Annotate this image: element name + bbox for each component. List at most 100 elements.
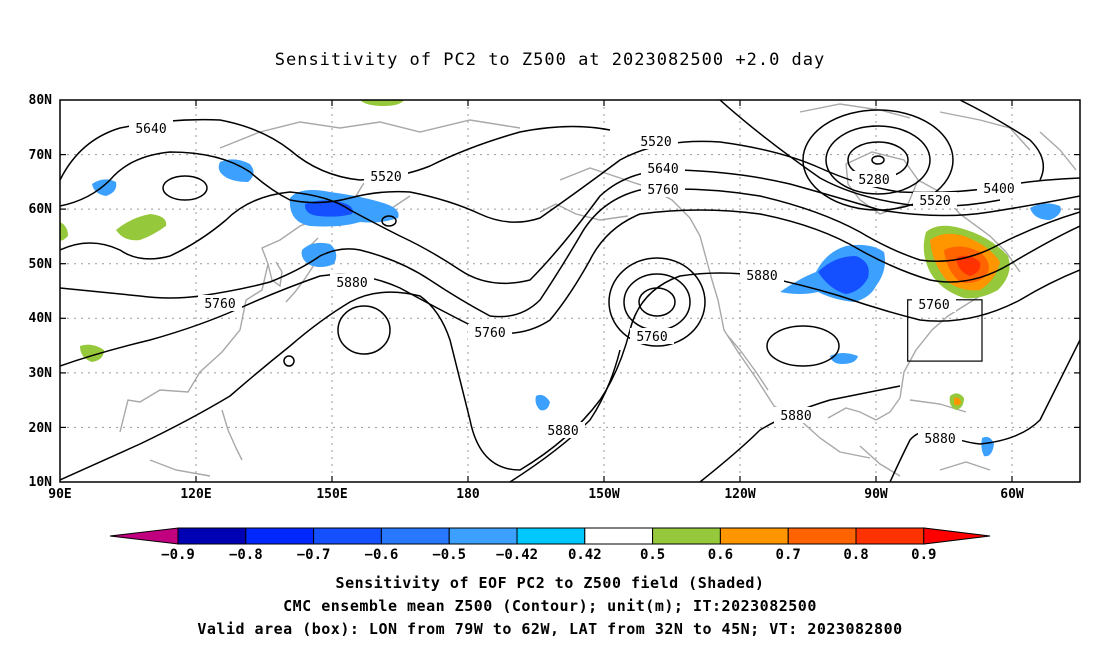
colorbar-swatch [380,527,450,545]
colorbar-label: 0.42 [568,547,602,563]
contour-labels: 5640 5520 5760 5880 5760 5520 5640 5760 … [129,120,1021,447]
lat-label: 60N [29,202,53,217]
colorbar-swatch [652,527,721,545]
contour-label: 5760 [468,324,512,341]
svg-text:5760: 5760 [647,183,678,198]
caption-line-2: CMC ensemble mean Z500 (Contour); unit(m… [283,597,817,615]
svg-text:5880: 5880 [746,269,777,284]
lon-label: 60W [1000,487,1024,502]
shade-negative-japan [301,242,337,267]
svg-text:5880: 5880 [336,276,367,291]
colorbar-swatch [855,527,925,545]
colorbar-high-triangle [923,527,991,545]
shade-positive-west [60,222,68,241]
colorbar-label: 0.7 [776,547,801,563]
lat-label: 80N [29,93,53,108]
shade-negative-gulf [830,353,858,364]
axis-ticks [60,100,1080,482]
shade-negative-caribbean [981,436,994,457]
contour-label: 5520 [634,133,678,150]
colorbar-swatch [245,527,315,545]
contour-label: 5760 [641,181,685,198]
caption-line-3: Valid area (box): LON from 79W to 62W, L… [197,620,903,638]
colorbar-low-triangle [109,527,179,545]
contour-label: 5760 [630,328,674,345]
colorbar-label: −0.6 [365,547,399,563]
colorbar-label: −0.7 [297,547,331,563]
lat-label: 70N [29,148,53,163]
svg-text:5760: 5760 [204,297,235,312]
longitude-labels: 90E 120E 150E 180 150W 120W 90W 60W [48,487,1024,502]
contour-label: 5400 [977,180,1021,197]
shade-positive-china [116,214,167,241]
contour-label: 5640 [129,120,173,137]
contour-label: 5880 [541,422,585,439]
shade-negative-atlantic [1030,203,1061,220]
lat-label: 20N [29,421,53,436]
shade-negative-great-lakes-core [818,256,869,294]
lat-label: 40N [29,311,53,326]
svg-text:5520: 5520 [370,170,401,185]
contour-label: 5880 [330,274,374,291]
colorbar [109,527,991,545]
svg-text:5880: 5880 [780,409,811,424]
lon-label: 150W [588,487,619,502]
colorbar-label: 0.9 [911,547,936,563]
lat-label: 30N [29,366,53,381]
contour-label: 5280 [852,171,896,188]
lat-label: 50N [29,257,53,272]
shade-negative-siberia [218,159,254,182]
contour-label: 5520 [364,168,408,185]
lon-label: 150E [316,487,347,502]
map-frame [59,99,1081,483]
latitude-labels: 80N 70N 60N 50N 40N 30N 20N 10N [29,93,53,490]
shade-positive-bermuda-core [954,397,961,406]
svg-text:5520: 5520 [919,194,950,209]
lon-label: 90E [48,487,71,502]
shade-negative-pacific-small [535,394,550,411]
shade-positive-newfoundland-core [956,255,981,276]
colorbar-swatch [584,527,654,545]
colorbar-swatch [516,527,586,545]
svg-text:5640: 5640 [135,122,166,137]
colorbar-swatch [313,527,382,545]
colorbar-label: 0.6 [708,547,733,563]
lon-label: 180 [456,487,480,502]
svg-text:5520: 5520 [640,135,671,150]
colorbar-swatch [719,527,789,545]
colorbar-swatch [787,527,857,545]
shade-negative-mongolia [92,179,117,196]
graticule [60,100,1080,482]
contour-label: 5880 [740,267,784,284]
colorbar-label: −0.42 [496,547,538,563]
lat-label: 10N [29,475,53,490]
lon-label: 90W [864,487,888,502]
lon-label: 120W [724,487,755,502]
contour-label: 5760 [912,296,956,313]
caption-line-1: Sensitivity of EOF PC2 to Z500 field (Sh… [335,574,765,592]
colorbar-label: 0.5 [640,547,665,563]
colorbar-label: −0.8 [229,547,263,563]
colorbar-swatch [177,527,247,545]
colorbar-label: 0.8 [843,547,868,563]
svg-text:5760: 5760 [636,330,667,345]
svg-text:5760: 5760 [918,298,949,313]
svg-text:5760: 5760 [474,326,505,341]
colorbar-labels: −0.9 −0.8 −0.7 −0.6 −0.5 −0.42 0.42 0.5 … [161,547,936,563]
contour-label: 5760 [198,295,242,312]
svg-text:5400: 5400 [983,182,1014,197]
colorbar-label: −0.5 [432,547,466,563]
svg-text:5280: 5280 [858,173,889,188]
lon-label: 120E [180,487,211,502]
colorbar-label: −0.9 [161,547,195,563]
svg-text:5880: 5880 [924,432,955,447]
map-title: Sensitivity of PC2 to Z500 at 2023082500… [274,50,826,70]
contour-label: 5640 [641,160,685,177]
contour-label: 5880 [918,430,962,447]
contour-label: 5880 [774,407,818,424]
svg-text:5640: 5640 [647,162,678,177]
colorbar-swatch [448,527,518,545]
contour-label: 5520 [913,192,957,209]
svg-text:5880: 5880 [547,424,578,439]
